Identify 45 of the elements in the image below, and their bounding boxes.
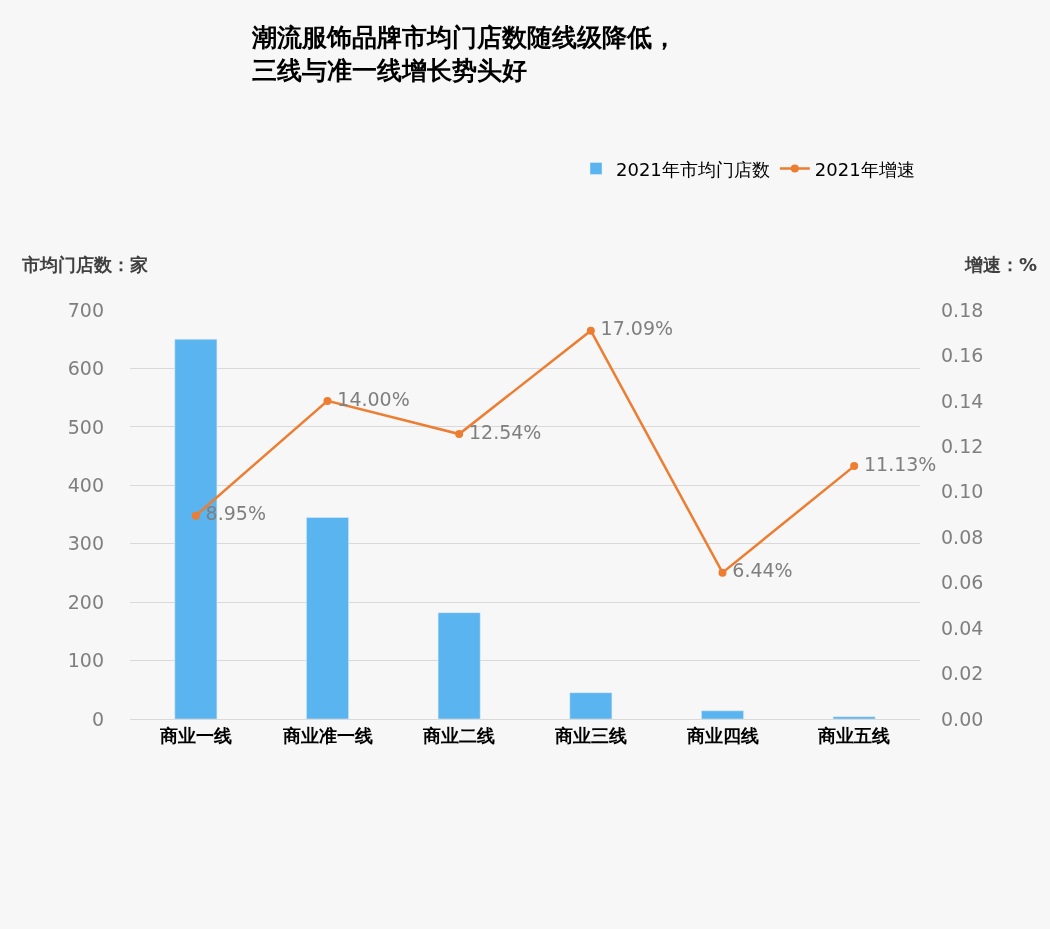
x-tick-label: 商业三线 [553, 724, 627, 746]
y-axis-title: 市均门店数：家 [21, 254, 148, 275]
chart-title: 潮流服饰品牌市均门店数随线级降低，三线与准一线增长势头好 [251, 23, 677, 85]
y-tick-label: 500 [67, 415, 104, 438]
y2-tick-label: 0.04 [941, 616, 984, 639]
y-tick-label: 700 [67, 298, 104, 321]
point [586, 326, 595, 335]
point [191, 511, 200, 520]
x-tick-label: 商业二线 [422, 724, 496, 746]
point [850, 462, 859, 471]
y2-tick-label: 0.14 [941, 389, 984, 412]
y2-tick-label: 0.12 [941, 434, 984, 457]
bar [437, 612, 481, 719]
x-tick-label: 商业一线 [158, 724, 232, 746]
data-label: 12.54% [465, 420, 542, 443]
point [455, 430, 464, 439]
y2-tick-label: 0.18 [941, 298, 984, 321]
y2-tick-label: 0.06 [941, 571, 984, 594]
y2-tick-label: 0.02 [941, 662, 984, 685]
point [718, 568, 727, 577]
point [323, 396, 332, 405]
legend-label: 2021年市均门店数 [616, 158, 770, 180]
x-tick-label: 商业准一线 [281, 724, 373, 746]
x-tick-label: 商业五线 [817, 724, 891, 746]
y2-tick-label: 0.16 [941, 344, 984, 367]
y2-tick-label: 0.00 [941, 707, 984, 730]
bar [832, 716, 876, 719]
y-tick-label: 400 [67, 473, 104, 496]
x-tick-label: 商业四线 [685, 724, 759, 746]
bar [701, 710, 744, 719]
y2-axis-title: 增速：% [964, 254, 1038, 275]
data-label: 14.00% [333, 387, 410, 410]
data-label: 17.09% [596, 317, 674, 340]
y-tick-label: 0 [91, 707, 104, 730]
y-tick-label: 300 [67, 532, 104, 555]
y-tick-label: 200 [67, 590, 104, 613]
legend-label: 2021年增速 [814, 158, 915, 180]
bar [306, 517, 349, 719]
y2-tick-label: 0.10 [941, 480, 984, 503]
bar [569, 692, 613, 719]
data-label: 6.44% [728, 559, 793, 582]
data-label: 11.13% [860, 452, 937, 475]
y-tick-label: 100 [67, 649, 104, 672]
y2-tick-label: 0.08 [941, 525, 984, 548]
y-tick-label: 600 [67, 357, 104, 380]
